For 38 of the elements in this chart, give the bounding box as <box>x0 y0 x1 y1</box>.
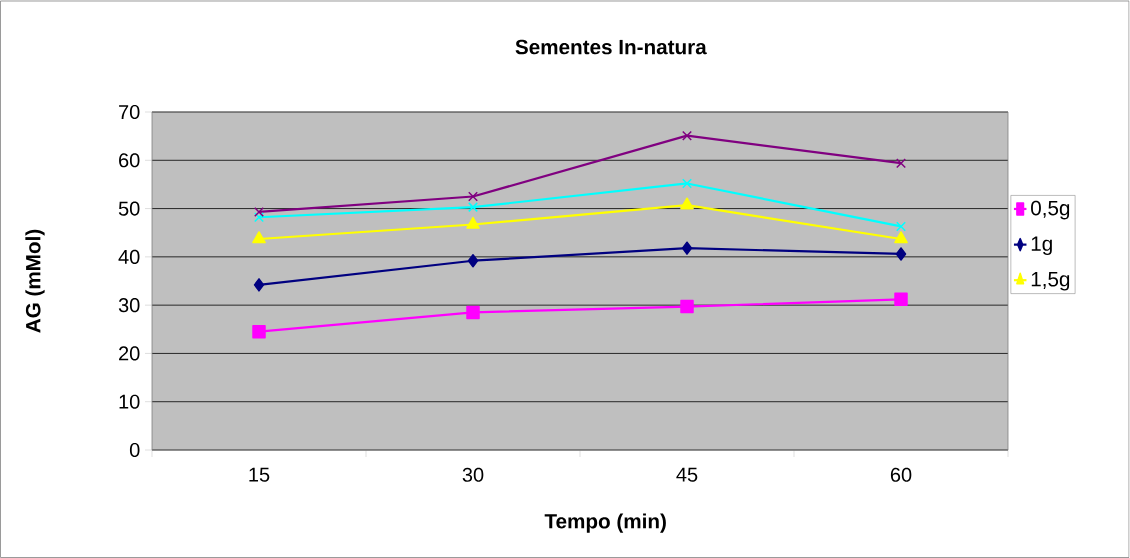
point <box>253 278 265 292</box>
x-tick-label: 15 <box>249 467 270 482</box>
y-tick-label: 60 <box>119 153 140 168</box>
point <box>896 158 906 169</box>
point <box>466 305 480 320</box>
y-tick-label: 50 <box>118 201 140 216</box>
legend-label: 1,5g <box>1031 272 1070 291</box>
point <box>682 130 692 141</box>
point <box>896 221 906 232</box>
x-tick-label: 30 <box>462 467 484 482</box>
point <box>895 247 907 261</box>
y-axis-title: AG (mMol) <box>25 229 45 333</box>
y-tick-label: 40 <box>118 249 140 264</box>
x-tick-label: 60 <box>890 467 912 482</box>
point <box>466 216 480 229</box>
y-tick-label: 10 <box>119 394 140 409</box>
y-tick-label: 20 <box>119 346 140 361</box>
point <box>681 241 693 255</box>
x-tick-label: 45 <box>676 467 698 482</box>
y-tick-label: 70 <box>119 104 140 120</box>
point <box>468 191 478 202</box>
point <box>680 299 694 314</box>
point <box>467 253 479 268</box>
chart-title: Sementes In-natura <box>515 39 707 55</box>
legend-label: 1g <box>1031 236 1052 256</box>
y-tick-label: 0 <box>129 442 140 458</box>
point <box>468 202 478 213</box>
y-tick-label: 30 <box>118 298 140 313</box>
point <box>680 197 694 210</box>
point <box>254 212 264 223</box>
point <box>252 231 266 244</box>
point <box>894 292 908 307</box>
point <box>252 324 266 339</box>
point <box>254 206 264 217</box>
point <box>682 178 692 189</box>
point <box>894 231 908 244</box>
legend-label: 0,5g <box>1031 200 1070 220</box>
x-axis-title: Tempo (min) <box>544 513 666 533</box>
